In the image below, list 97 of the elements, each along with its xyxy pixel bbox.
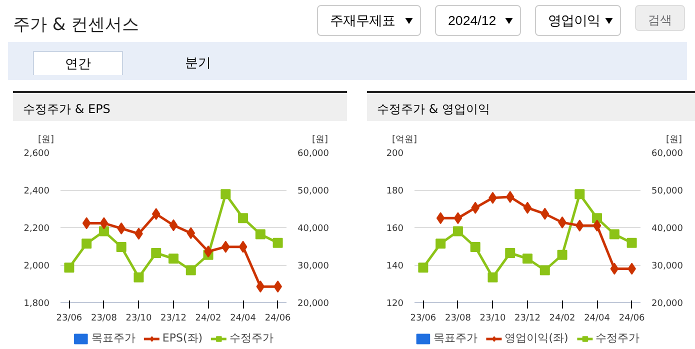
point xyxy=(116,242,126,252)
point xyxy=(505,248,516,258)
y-tick-label: 2,000 xyxy=(24,262,50,272)
point xyxy=(238,213,248,224)
y2-tick-label: 50,000 xyxy=(652,186,684,196)
point xyxy=(626,238,637,248)
point xyxy=(592,213,602,224)
point xyxy=(186,227,196,240)
point xyxy=(64,262,74,273)
y-tick-label: 180 xyxy=(386,186,404,196)
y2-tick-label: 50,000 xyxy=(298,186,330,196)
point xyxy=(452,226,463,236)
text: 영업이익 xyxy=(535,5,621,36)
y-tick-label: 160 xyxy=(386,224,404,234)
text: 주재무제표 xyxy=(317,5,421,36)
point xyxy=(522,254,532,264)
point xyxy=(100,217,108,230)
point xyxy=(454,212,462,224)
point xyxy=(98,226,109,236)
text: 2024/12 xyxy=(435,5,521,36)
point xyxy=(488,272,498,282)
legend-label: 목표주가 xyxy=(91,330,136,346)
point xyxy=(255,229,266,240)
point xyxy=(152,208,160,220)
point xyxy=(134,272,144,282)
x-tick-label: 24/04 xyxy=(230,314,256,324)
x-tick-label: 23/08 xyxy=(90,314,118,324)
x-tick-label: 24/02 xyxy=(195,314,222,324)
y2-tick-label: 30,000 xyxy=(652,262,684,272)
point xyxy=(540,265,550,276)
point xyxy=(418,262,428,273)
x-tick-label: 24/04 xyxy=(584,314,610,324)
point xyxy=(186,265,196,276)
x-tick-label: 23/08 xyxy=(444,314,472,324)
y-tick-label: 2,400 xyxy=(24,186,50,196)
y2-tick-label: 60,000 xyxy=(298,149,330,159)
point xyxy=(256,280,265,293)
point xyxy=(436,212,445,224)
x-tick-label: 23/06 xyxy=(56,314,82,324)
point xyxy=(168,254,178,264)
y-tick-label: 1,800 xyxy=(24,299,50,309)
point xyxy=(540,208,550,220)
point xyxy=(169,219,178,232)
legend-label: 영업이익(좌) xyxy=(504,330,568,346)
x-tick-label: 23/06 xyxy=(410,314,436,324)
y-tick-label: 120 xyxy=(386,299,404,309)
point xyxy=(592,220,602,232)
y2-axis-title: [원] xyxy=(312,134,328,147)
y2-tick-label: 20,000 xyxy=(652,299,684,309)
x-tick-label: 23/10 xyxy=(480,314,506,324)
legend-label: 수정주가 xyxy=(595,330,640,346)
y2-tick-label: 40,000 xyxy=(298,224,330,234)
text: 분기 xyxy=(185,55,211,73)
chart-title: 수정주가 & EPS xyxy=(23,101,110,118)
point xyxy=(238,240,248,253)
point xyxy=(204,246,212,258)
point xyxy=(220,189,231,200)
x-tick-label: 24/06 xyxy=(618,314,646,324)
legend-label: 수정주가 xyxy=(230,330,274,346)
y-axis-title: [원] xyxy=(38,134,54,147)
x-tick-label: 24/02 xyxy=(549,314,576,324)
chart-title: 수정주가 & 영업이익 xyxy=(377,101,490,118)
x-tick-label: 23/12 xyxy=(160,314,186,324)
y-tick-label: 140 xyxy=(386,262,404,272)
point xyxy=(272,238,283,248)
y-tick-label: 2,600 xyxy=(24,149,50,159)
legend-label: 목표주가 xyxy=(434,330,478,346)
point xyxy=(523,202,532,214)
point xyxy=(82,217,91,230)
y-tick-label: 200 xyxy=(386,149,404,159)
point xyxy=(574,189,585,200)
point xyxy=(506,190,514,203)
point xyxy=(117,222,126,234)
point xyxy=(82,238,92,249)
legend-label: EPS(좌) xyxy=(162,330,203,346)
y-axis-title: [억원] xyxy=(392,134,418,147)
y2-tick-label: 40,000 xyxy=(652,224,684,234)
point xyxy=(610,262,619,275)
y2-tick-label: 20,000 xyxy=(298,299,330,309)
y-tick-label: 2,200 xyxy=(24,224,50,234)
point xyxy=(436,238,446,249)
point xyxy=(470,242,480,252)
x-tick-label: 23/10 xyxy=(126,314,152,324)
point xyxy=(151,248,162,258)
y2-tick-label: 30,000 xyxy=(298,262,330,272)
y2-tick-label: 60,000 xyxy=(652,149,684,159)
text: 검색 xyxy=(635,5,685,31)
text: 연간 xyxy=(65,56,91,74)
x-tick-label: 23/12 xyxy=(514,314,540,324)
point xyxy=(471,202,480,214)
point xyxy=(221,240,230,253)
point xyxy=(609,229,620,240)
y2-axis-title: [원] xyxy=(666,134,682,147)
point xyxy=(575,220,584,232)
point xyxy=(557,250,568,260)
x-tick-label: 24/06 xyxy=(264,314,292,324)
text: 주가 & 컨센서스 xyxy=(13,14,140,37)
